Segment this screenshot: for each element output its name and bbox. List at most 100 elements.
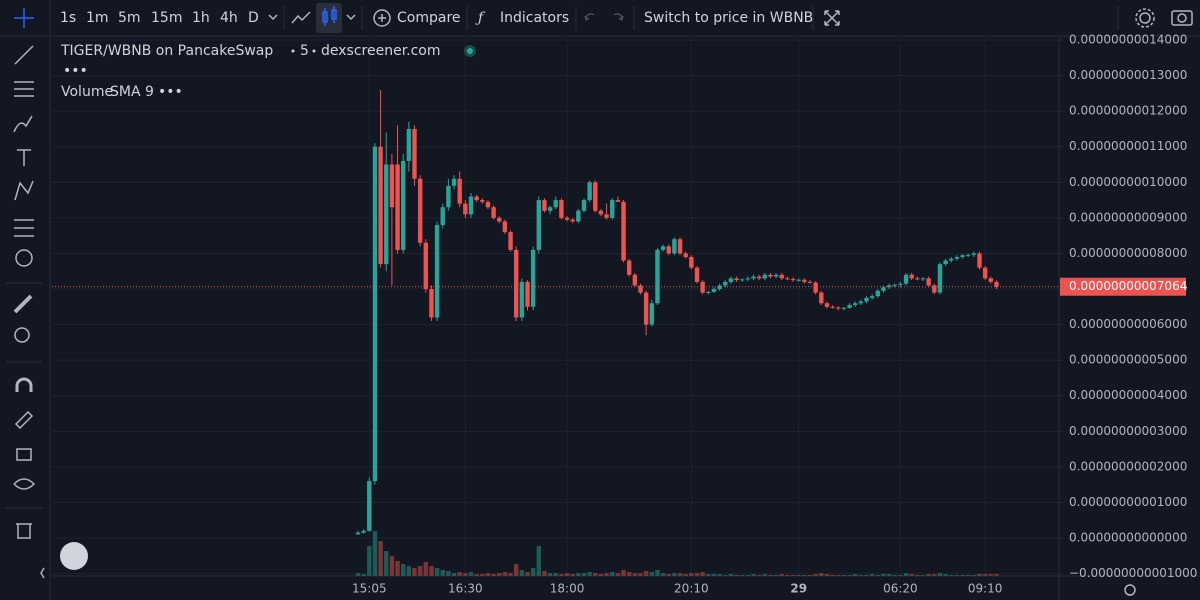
settings[interactable] (1139, 12, 1151, 24)
volume-bar (909, 574, 914, 576)
volume-bar (785, 575, 790, 576)
volume-bar (615, 573, 621, 576)
candle-body (768, 274, 773, 277)
line-type-button[interactable] (291, 11, 311, 24)
timeframe-button[interactable]: 5m (118, 10, 141, 26)
timeframe-button[interactable]: 1s (60, 10, 76, 26)
volume-bar (655, 570, 660, 576)
volume-bar (587, 572, 592, 576)
volume-bar (468, 572, 474, 576)
compare-button[interactable]: Compare (397, 10, 461, 26)
volume-bar (677, 573, 683, 576)
volume-bar (790, 575, 796, 576)
candle-body (847, 305, 852, 308)
timeframe-button[interactable]: 1m (86, 10, 109, 26)
tv-logo[interactable] (60, 542, 88, 570)
timeframe-button[interactable]: 15m (151, 10, 182, 26)
prediction-tool[interactable] (14, 219, 34, 237)
candle-body (395, 164, 400, 250)
volume-bar (417, 566, 423, 576)
candle-body (864, 297, 869, 302)
trendline-tool[interactable] (14, 45, 34, 65)
volume-bar (740, 575, 745, 576)
axis-settings[interactable] (1124, 584, 1136, 596)
undo[interactable] (584, 13, 595, 21)
switch-price-button[interactable]: Switch to price in WBNB (644, 10, 813, 26)
magnet-tool[interactable] (15, 377, 33, 392)
volume-bar (361, 574, 366, 576)
volume-bar (401, 564, 406, 576)
zoom-tool[interactable] (14, 327, 30, 343)
volume-bar (875, 575, 880, 576)
indicators-button[interactable]: Indicators (500, 10, 569, 26)
fib-tool[interactable] (14, 81, 34, 97)
candle-body (542, 200, 547, 211)
candle-body (751, 276, 756, 279)
volume-bar (429, 566, 434, 576)
lock-tool[interactable] (16, 448, 32, 461)
volume-bar (898, 575, 903, 576)
more-button[interactable]: ••• (63, 63, 88, 79)
compare-icon[interactable] (373, 9, 391, 27)
delete-tool[interactable] (16, 523, 32, 539)
collapse-toolbar[interactable] (40, 567, 45, 579)
volume-bar (474, 574, 479, 576)
redo[interactable] (613, 13, 624, 21)
more-button[interactable]: ••• (158, 84, 183, 100)
candle-body (378, 146, 383, 265)
text-tool[interactable] (17, 149, 31, 166)
timeframe-button[interactable]: 4h (220, 10, 238, 26)
hide-tool[interactable] (13, 478, 36, 490)
candle-body (734, 278, 739, 281)
volume-bar (836, 575, 841, 576)
volume-bar (689, 573, 694, 576)
candle-body (615, 200, 621, 202)
volume-bar (570, 574, 575, 576)
candle-body (434, 224, 440, 318)
y-tick-label: 0.00000000013000 (1069, 68, 1187, 82)
draw-mode-tool[interactable] (14, 410, 34, 430)
candle-body (858, 301, 864, 304)
screenshot[interactable] (1171, 10, 1193, 26)
chevron[interactable] (268, 14, 278, 21)
fullscreen[interactable] (824, 10, 840, 26)
volume-bar (920, 575, 926, 576)
volume-bar (954, 575, 960, 576)
candle-body (468, 196, 474, 215)
brush-tool[interactable] (13, 115, 33, 133)
x-tick-label: 15:05 (352, 582, 387, 596)
timeframe-button[interactable]: 1h (192, 10, 210, 26)
y-tick-label: 0.00000000003000 (1069, 424, 1187, 438)
volume-bar (683, 574, 688, 576)
y-tick-label: 0.00000000004000 (1069, 388, 1187, 402)
volume-bar (926, 574, 931, 576)
icon-tool[interactable] (15, 249, 33, 267)
chevron[interactable] (346, 14, 356, 21)
volume-bar (971, 575, 977, 576)
volume-bar (796, 575, 801, 576)
volume-bar (395, 561, 400, 576)
pattern-tool[interactable] (14, 180, 34, 201)
candle-body (480, 200, 485, 202)
candle-body (790, 279, 796, 281)
candle-body (932, 285, 937, 293)
volume-bar (853, 574, 858, 576)
candle-body (672, 239, 677, 254)
volume-bar (966, 575, 971, 576)
candle-body (807, 281, 813, 283)
candle-type-button[interactable] (316, 3, 342, 33)
candle-body (621, 201, 626, 261)
volume-bar (491, 574, 496, 576)
volume-bar (915, 575, 920, 576)
ruler-tool[interactable] (13, 294, 33, 314)
volume-bar (610, 572, 615, 576)
crosshair-tool[interactable] (14, 8, 34, 28)
timeframe-button[interactable]: D (248, 10, 259, 26)
volume-bar (508, 573, 513, 576)
candle-body (915, 278, 920, 280)
candle-body (971, 253, 977, 255)
volume-bar (864, 575, 869, 576)
volume-bar (943, 574, 948, 576)
volume-bar (982, 574, 988, 576)
